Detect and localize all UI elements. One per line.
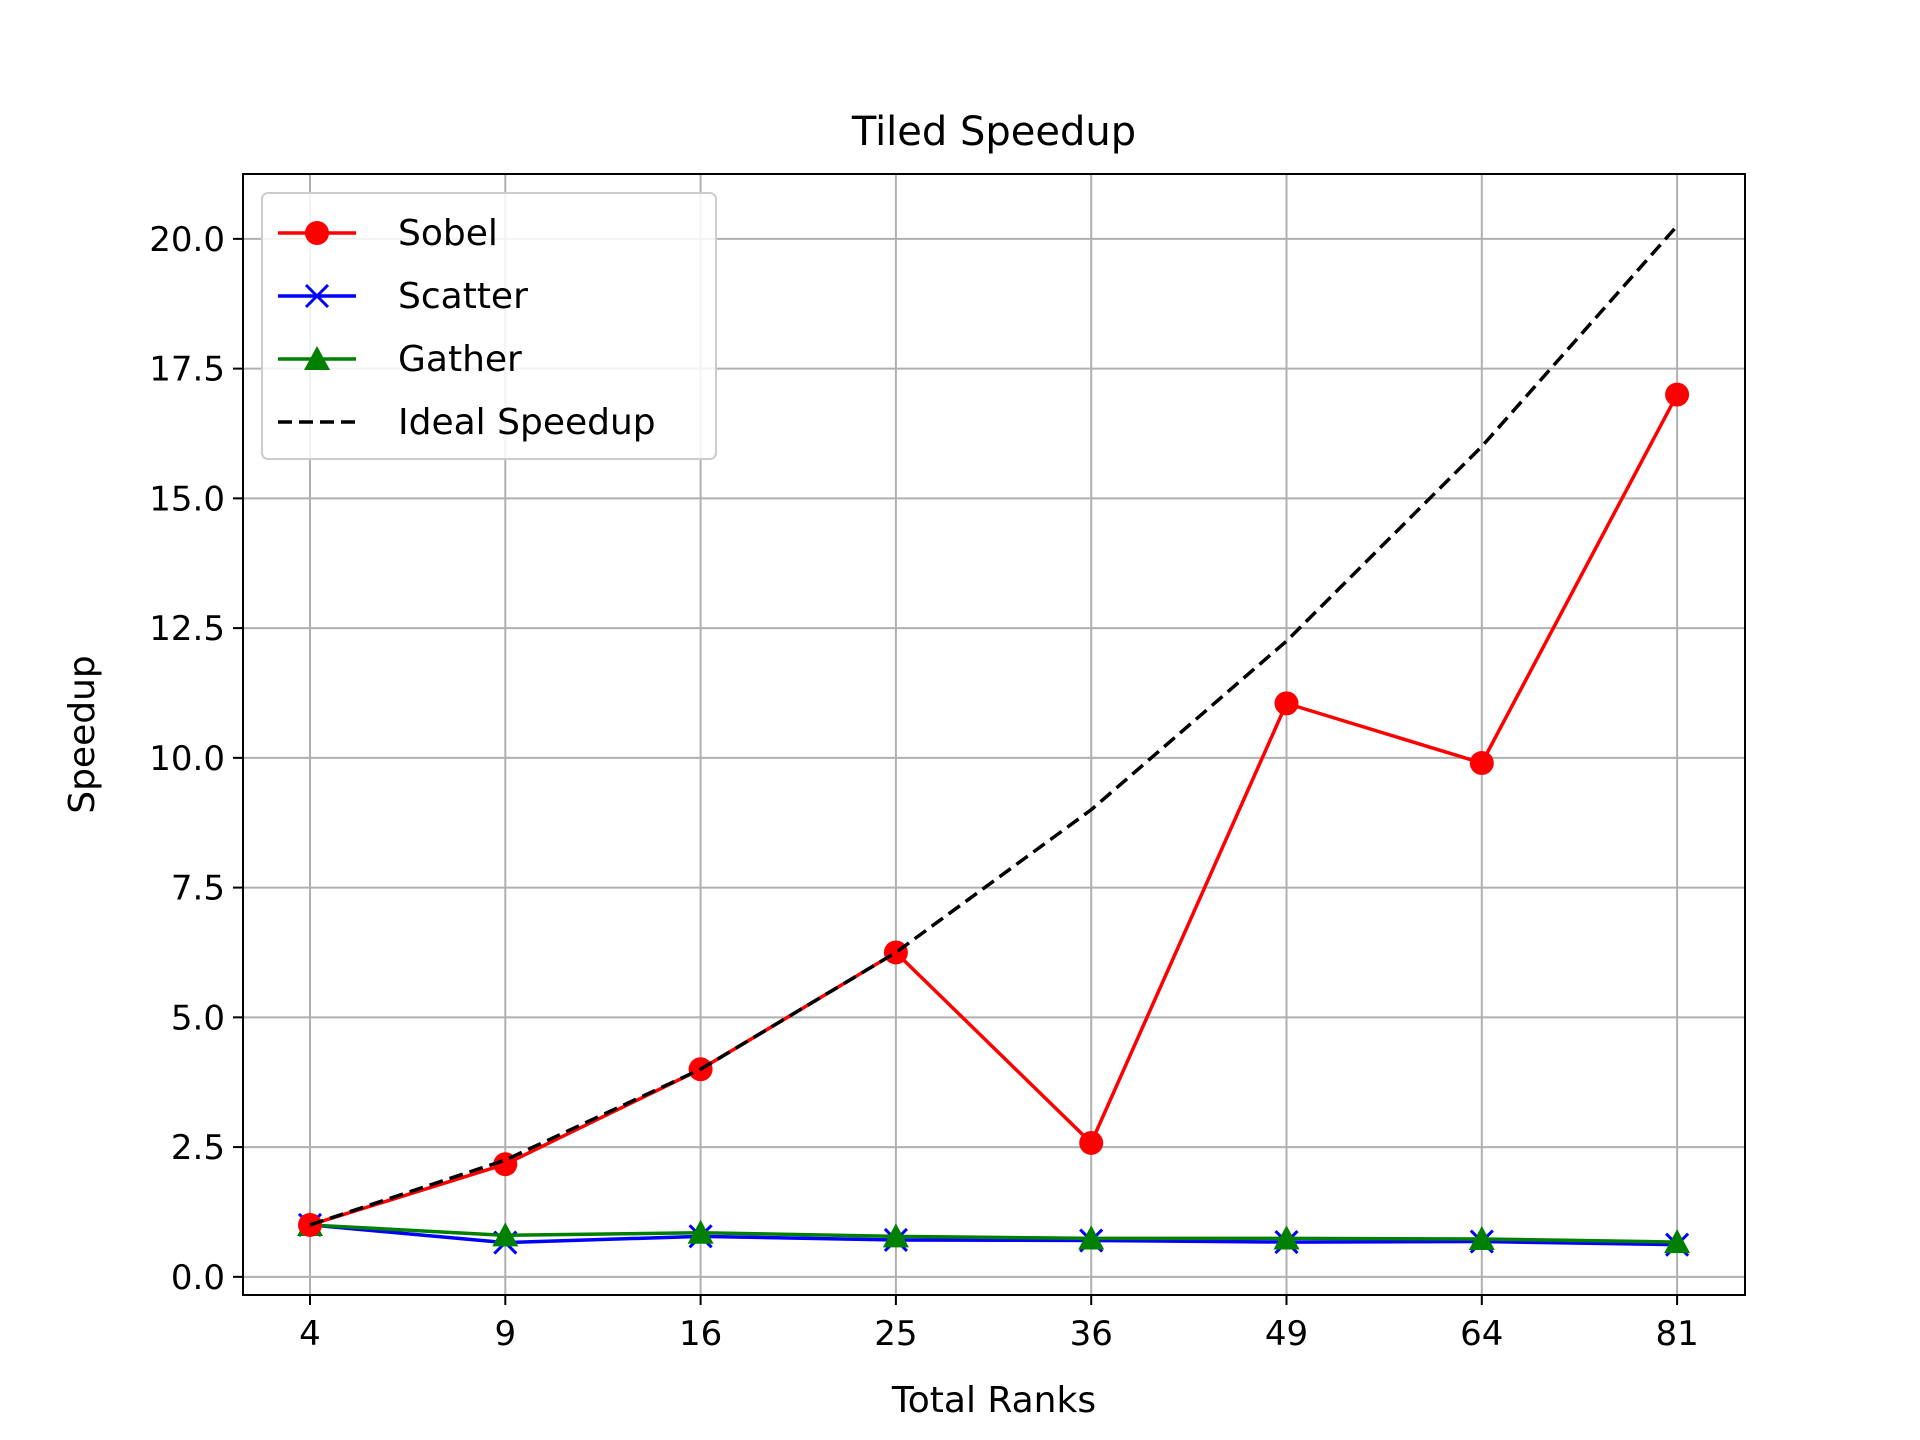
legend-item-sobel: Sobel bbox=[278, 213, 498, 254]
x-tick-label: 25 bbox=[874, 1314, 917, 1354]
legend-label-scatter: Scatter bbox=[398, 276, 528, 317]
legend-label-gather: Gather bbox=[398, 339, 522, 380]
y-tick-label: 5.0 bbox=[171, 998, 225, 1038]
data-point-gather bbox=[882, 1223, 909, 1248]
data-point-gather bbox=[687, 1219, 714, 1244]
data-point-sobel bbox=[1469, 751, 1494, 776]
series-layer bbox=[297, 224, 1691, 1257]
x-tick-label: 81 bbox=[1655, 1314, 1698, 1354]
data-point-gather bbox=[1468, 1225, 1495, 1250]
data-point-gather bbox=[492, 1222, 519, 1247]
x-tick-label: 4 bbox=[299, 1314, 321, 1354]
legend-item-scatter: Scatter bbox=[278, 276, 528, 317]
x-tick-label: 9 bbox=[494, 1314, 516, 1354]
plot-frame bbox=[242, 173, 1746, 1296]
legend: Sobel Scatter Gather Ideal Speedup bbox=[261, 192, 717, 460]
legend-marker-scatter bbox=[304, 283, 330, 309]
legend-label-sobel: Sobel bbox=[398, 213, 498, 254]
y-tick-label: 10.0 bbox=[149, 739, 225, 779]
data-point-gather bbox=[1273, 1225, 1300, 1250]
legend-marker-gather bbox=[304, 346, 330, 371]
y-tick-label: 17.5 bbox=[149, 350, 225, 390]
x-tick-label: 36 bbox=[1070, 1314, 1113, 1354]
legend-marker-sobel bbox=[305, 221, 329, 245]
x-axis-label: Total Ranks bbox=[891, 1380, 1096, 1421]
legend-item-ideal-speedup: Ideal Speedup bbox=[278, 402, 656, 443]
series-line-sobel bbox=[309, 393, 1679, 1227]
y-tick-label: 2.5 bbox=[171, 1128, 225, 1168]
series-line-ideal-speedup bbox=[309, 224, 1679, 1227]
data-point-sobel bbox=[1274, 691, 1299, 716]
x-tick-label: 64 bbox=[1460, 1314, 1503, 1354]
series-ideal-speedup bbox=[309, 224, 1679, 1227]
data-point-sobel bbox=[1665, 382, 1690, 407]
x-tick-label: 16 bbox=[679, 1314, 722, 1354]
series-line-scatter bbox=[309, 1223, 1678, 1247]
y-tick-label: 0.0 bbox=[171, 1258, 225, 1298]
data-point-gather bbox=[1664, 1229, 1691, 1254]
chart-title: Tiled Speedup bbox=[851, 109, 1136, 155]
legend-item-gather: Gather bbox=[278, 339, 522, 380]
legend-label-ideal-speedup: Ideal Speedup bbox=[398, 402, 656, 443]
series-line-gather bbox=[309, 1223, 1678, 1244]
marker-stroke bbox=[304, 283, 330, 309]
data-point-gather bbox=[1078, 1225, 1105, 1250]
y-tick-label: 20.0 bbox=[149, 220, 225, 260]
legend-box bbox=[261, 192, 717, 460]
data-point-sobel bbox=[1079, 1130, 1104, 1155]
y-axis-label: Speedup bbox=[62, 655, 103, 814]
ticks: 4 9 16 25 36 49 64 810.02.55.07.510.012.515.017… bbox=[149, 220, 1698, 1354]
y-tick-label: 12.5 bbox=[149, 609, 225, 649]
y-tick-label: 15.0 bbox=[149, 479, 225, 519]
y-tick-label: 7.5 bbox=[171, 869, 225, 909]
x-tick-label: 49 bbox=[1265, 1314, 1308, 1354]
data-point-sobel bbox=[883, 940, 908, 965]
